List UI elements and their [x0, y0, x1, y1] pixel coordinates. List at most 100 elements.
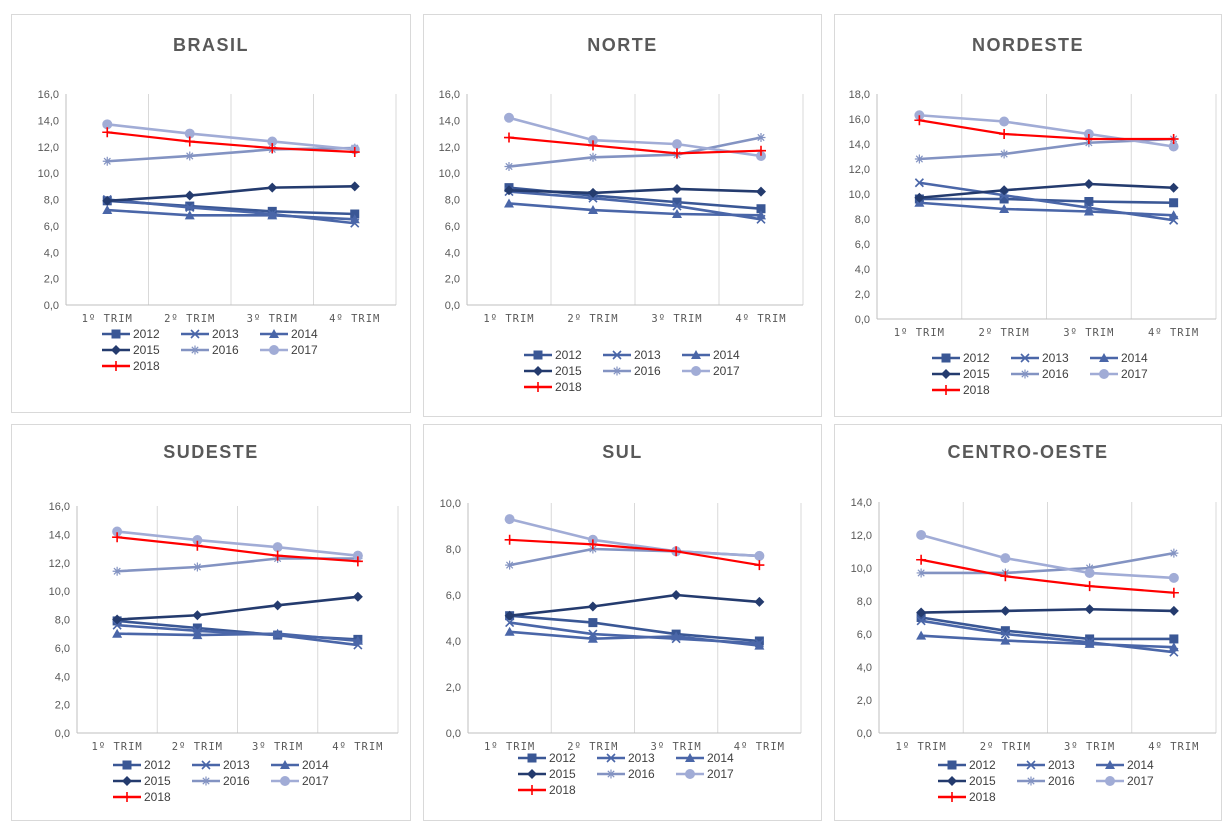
- legend-marker: [269, 345, 279, 355]
- y-tick-label: 4,0: [857, 662, 872, 674]
- series-line: [508, 190, 762, 221]
- legend-label: 2012: [963, 351, 990, 365]
- legend-item-2014: 2014: [1089, 351, 1168, 365]
- legend-swatch: [603, 350, 631, 360]
- legend-marker: [1105, 760, 1115, 769]
- y-tick-label: 10,0: [49, 586, 70, 598]
- legend-item-2013: 2013: [1016, 758, 1095, 772]
- series-line: [107, 185, 355, 203]
- legend-label: 2013: [1048, 758, 1075, 772]
- data-point: [504, 112, 514, 123]
- series-line: [919, 201, 1174, 217]
- chart-svg: 0,0 2,0 4,0 6,0 8,0 10,0 12,0 14,0 16,0 18,0 1º TR…: [849, 89, 1217, 339]
- legend-swatch: [938, 760, 966, 770]
- y-tick-label: 12,0: [38, 142, 59, 154]
- y-tick-label: 0,0: [55, 728, 70, 740]
- y-tick-label: 4,0: [44, 247, 59, 259]
- data-point: [914, 154, 924, 164]
- legend-label: 2013: [628, 751, 655, 765]
- data-point: [672, 209, 682, 219]
- data-point: [1168, 642, 1179, 652]
- legend-marker: [269, 329, 279, 338]
- series-2018: [916, 554, 1179, 598]
- legend: 2012 2013 2014 2015 2016 2017 2018: [931, 350, 1168, 398]
- legend-item-2018: 2018: [931, 383, 1010, 397]
- data-point: [112, 620, 122, 630]
- legend-item-2016: 2016: [180, 343, 259, 357]
- legend-marker: [612, 350, 622, 360]
- y-tick-label: 2,0: [55, 700, 70, 712]
- data-point: [504, 185, 514, 196]
- legend-item-2015: 2015: [523, 364, 602, 378]
- legend-item-2015: 2015: [937, 774, 1016, 788]
- series-line: [509, 593, 760, 617]
- y-tick-label: 16,0: [38, 89, 59, 101]
- legend-marker: [685, 753, 695, 762]
- series-line: [117, 632, 358, 643]
- series-line: [919, 113, 1174, 148]
- y-tick-label: 6,0: [445, 221, 460, 233]
- x-tick-label: 2º TRIM: [567, 313, 618, 325]
- y-tick-label: 6,0: [855, 239, 870, 251]
- x-tick-label: 4º TRIM: [329, 313, 380, 325]
- legend-swatch: [932, 385, 960, 395]
- legend-item-2017: 2017: [1095, 774, 1174, 788]
- legend-swatch: [932, 369, 960, 379]
- legend: 2012 2013 2014 2015 2016 2017 2018: [517, 750, 754, 798]
- data-point: [671, 631, 682, 641]
- y-tick-label: 8,0: [55, 615, 70, 627]
- series-2014: [504, 198, 766, 220]
- data-point: [184, 190, 195, 201]
- y-tick-label: 0,0: [446, 728, 461, 740]
- data-point: [272, 600, 283, 611]
- y-tick-label: 8,0: [445, 195, 460, 207]
- data-point: [1084, 197, 1094, 206]
- legend-item-2016: 2016: [191, 774, 270, 788]
- y-tick-label: 8,0: [44, 195, 59, 207]
- data-point: [272, 550, 283, 561]
- data-point: [914, 192, 925, 203]
- legend: 2012 2013 2014 2015 2016 2017 2018: [101, 326, 338, 374]
- legend-swatch: [524, 350, 552, 360]
- legend-item-2014: 2014: [270, 758, 349, 772]
- legend-label: 2016: [628, 767, 655, 781]
- data-point: [999, 185, 1010, 196]
- series-line: [107, 131, 355, 154]
- data-point: [505, 618, 515, 628]
- legend-marker: [111, 345, 121, 355]
- legend-item-2017: 2017: [675, 767, 754, 781]
- data-point: [504, 534, 515, 545]
- y-tick-label: 6,0: [55, 643, 70, 655]
- x-tick-label: 1º TRIM: [91, 741, 142, 753]
- series-2018: [112, 532, 363, 567]
- legend-label: 2016: [212, 343, 239, 357]
- legend-item-2012: 2012: [112, 758, 191, 772]
- legend-marker: [691, 350, 701, 359]
- legend-marker: [111, 361, 121, 371]
- data-point: [672, 201, 682, 211]
- legend-item-2012: 2012: [523, 348, 602, 362]
- data-point: [754, 560, 765, 571]
- y-tick-label: 10,0: [440, 498, 461, 510]
- legend-label: 2018: [549, 783, 576, 797]
- legend-swatch: [1096, 776, 1124, 786]
- legend-swatch: [676, 769, 704, 779]
- data-point: [1084, 581, 1095, 592]
- x-tick-label: 2º TRIM: [978, 327, 1029, 339]
- y-tick-label: 14,0: [49, 529, 70, 541]
- data-point: [1000, 553, 1011, 564]
- data-point: [671, 546, 682, 557]
- data-point: [505, 560, 515, 570]
- x-tick-label: 2º TRIM: [172, 741, 223, 753]
- chart-title: SUDESTE: [163, 442, 259, 462]
- data-point: [916, 554, 927, 565]
- series-line: [921, 607, 1174, 614]
- data-point: [999, 194, 1009, 204]
- legend-label: 2013: [223, 758, 250, 772]
- x-tick-label: 4º TRIM: [332, 741, 383, 753]
- data-point: [267, 210, 278, 220]
- legend-label: 2013: [212, 327, 239, 341]
- data-point: [352, 591, 363, 602]
- chart-panel-nordeste: NORDESTE 0,0 2,0 4,0 6,0 8,0 10,0 12,0 14,0 16,0…: [834, 14, 1222, 417]
- legend: 2012 2013 2014 2015 2016 2017 2018: [112, 757, 349, 805]
